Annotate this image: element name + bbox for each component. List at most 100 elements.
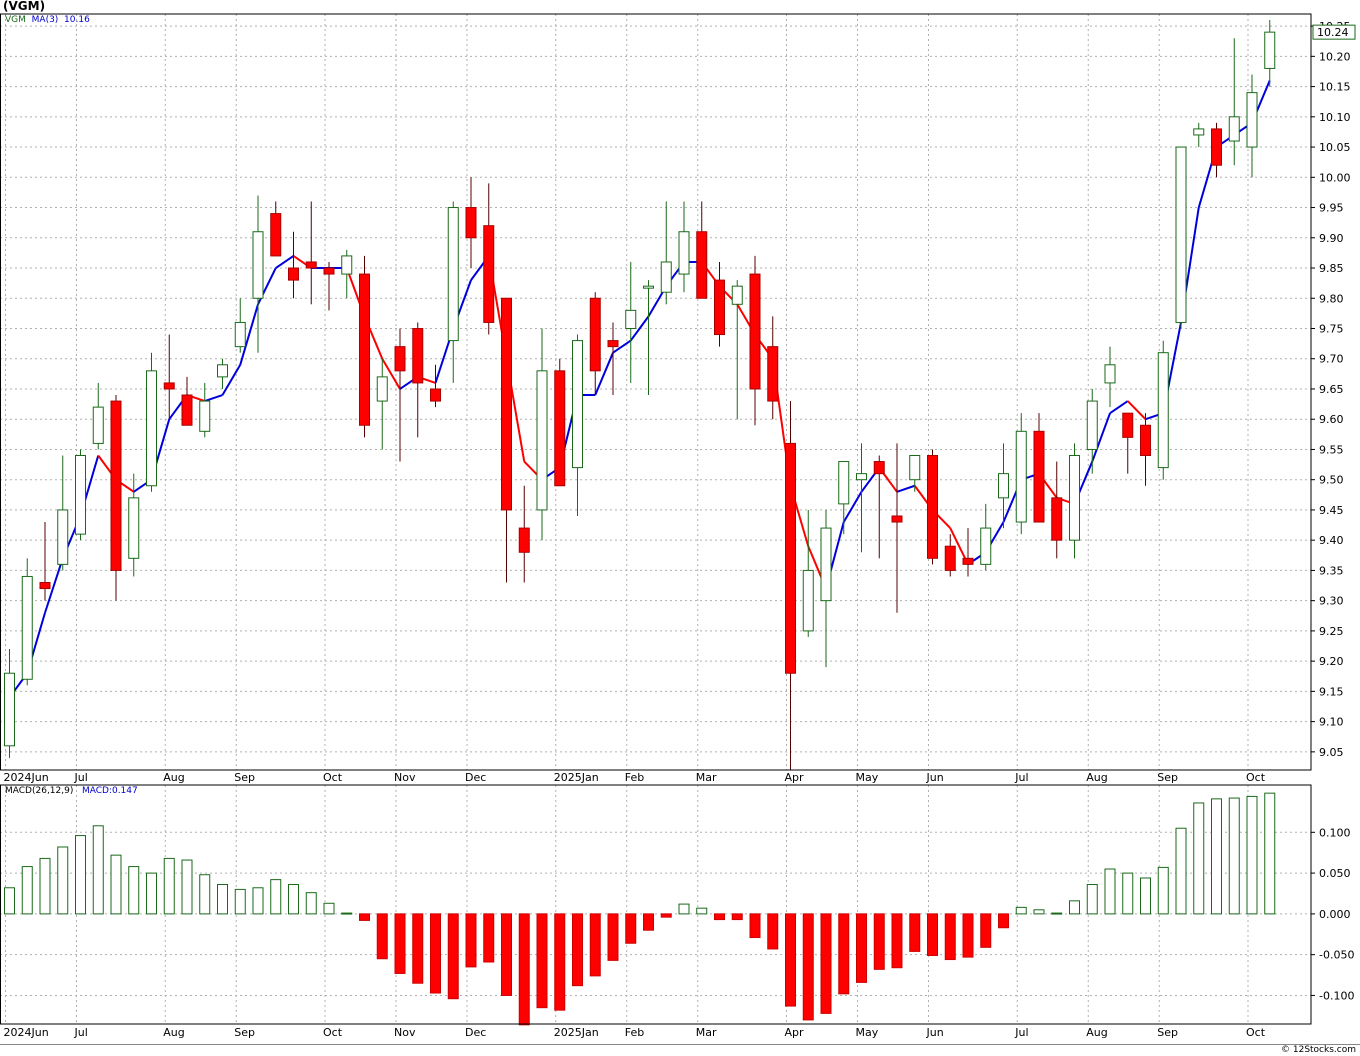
macd-bar xyxy=(1264,792,1276,915)
macd-xtick-label: Nov xyxy=(394,1026,416,1039)
candle-body xyxy=(1015,430,1027,523)
candle xyxy=(1069,443,1080,559)
candle-body xyxy=(1033,430,1045,523)
candle-body xyxy=(1157,352,1169,469)
candle xyxy=(270,201,282,257)
ma3-segment xyxy=(842,491,863,523)
macd-bar xyxy=(1122,872,1134,915)
candle xyxy=(1246,74,1258,178)
macd-bar xyxy=(767,913,779,950)
macd-bar xyxy=(1069,900,1080,915)
candle-body xyxy=(678,231,690,275)
macd-bar xyxy=(731,913,743,921)
candle xyxy=(625,261,637,383)
macd-bar xyxy=(1175,827,1187,915)
macd-bar xyxy=(4,887,15,915)
price-panel xyxy=(4,20,1276,770)
macd-xtick-label: Jul xyxy=(74,1026,88,1039)
macd-ytick-label: 0.100 xyxy=(1319,826,1351,839)
candle xyxy=(1015,413,1027,535)
price-ytick-label: 9.90 xyxy=(1319,232,1344,245)
candle xyxy=(643,280,654,396)
candle-body xyxy=(92,406,104,444)
candle-body xyxy=(483,225,495,323)
candle-body xyxy=(4,672,15,747)
last-price-box xyxy=(1312,24,1356,40)
candle xyxy=(909,455,921,492)
price-ytick-label: 10.00 xyxy=(1319,171,1351,184)
candle-body xyxy=(785,442,796,674)
price-ytick-label: 9.85 xyxy=(1319,262,1344,275)
candle-body xyxy=(767,346,779,402)
candle-body xyxy=(909,455,921,481)
price-xtick-label: Aug xyxy=(163,771,184,784)
candle xyxy=(128,473,140,577)
candle-body xyxy=(607,340,619,348)
ma3-segment xyxy=(594,352,614,396)
candle-body xyxy=(625,309,637,329)
macd-bar xyxy=(1086,884,1098,915)
price-ytick-label: 9.10 xyxy=(1319,716,1344,729)
candle xyxy=(891,443,903,613)
macd-xtick-label: 2024Jun xyxy=(4,1026,49,1039)
candle-body xyxy=(820,527,832,602)
macd-bar xyxy=(323,902,335,915)
page-title: (VGM) xyxy=(3,0,46,13)
macd-xtick-label: Dec xyxy=(465,1026,486,1039)
panel-frames xyxy=(0,13,1360,1045)
axis-layer: 9.05 9.10 9.15 9.20 9.25 9.30 9.35 9.40 9.45 9.50… xyxy=(4,20,1356,1039)
candle xyxy=(572,334,583,516)
candle-body xyxy=(1069,455,1080,541)
price-xtick-label: Oct xyxy=(323,771,343,784)
macd-value: MACD:0.147 xyxy=(81,786,138,796)
candle xyxy=(323,261,335,311)
macd-bar xyxy=(92,825,104,915)
ma3-segment xyxy=(896,484,916,493)
ma3-segment xyxy=(204,394,223,403)
candle-body xyxy=(323,267,335,275)
candle-body xyxy=(873,461,885,475)
price-xtick-label: Jul xyxy=(74,771,88,784)
macd-bar xyxy=(270,879,282,915)
price-xtick-label: Oct xyxy=(1246,771,1266,784)
ma3-segment xyxy=(1109,400,1129,414)
price-ytick-label: 9.75 xyxy=(1319,322,1344,335)
candle xyxy=(376,358,388,450)
macd-bar xyxy=(430,913,441,994)
macd-bar xyxy=(785,913,796,1007)
candle xyxy=(146,352,157,492)
price-xtick-label: Dec xyxy=(465,771,486,784)
macd-bar xyxy=(927,913,938,956)
footer-credit[interactable]: © 12Stocks.com xyxy=(1281,1045,1356,1055)
macd-bar xyxy=(998,913,1009,929)
candle xyxy=(696,201,708,299)
macd-bar xyxy=(802,913,814,1021)
macd-xtick-label: Jun xyxy=(926,1026,944,1039)
candle-body xyxy=(731,285,743,305)
candle-body xyxy=(714,279,725,336)
macd-bar xyxy=(359,913,370,921)
candle xyxy=(1193,122,1205,148)
candle-body xyxy=(554,370,566,487)
candle-body xyxy=(1104,364,1116,384)
macd-xtick-label: Aug xyxy=(163,1026,184,1039)
price-ytick-label: 9.95 xyxy=(1319,202,1344,215)
price-xtick-label: Jun xyxy=(926,771,944,784)
price-ytick-label: 9.65 xyxy=(1319,383,1344,396)
grid-layer xyxy=(0,14,1311,1024)
price-ytick-label: 9.30 xyxy=(1319,595,1344,608)
candle xyxy=(234,298,246,353)
candle xyxy=(660,201,672,305)
macd-xtick-label: 2025Jan xyxy=(554,1026,599,1039)
candle xyxy=(447,201,459,383)
candle-body xyxy=(359,273,370,426)
price-legend: VGM MA(3) 10.16 xyxy=(5,15,90,25)
ma3-segment xyxy=(629,315,650,342)
macd-bar xyxy=(1211,798,1222,915)
price-ytick-label: 9.45 xyxy=(1319,504,1344,517)
macd-bar xyxy=(1104,868,1116,915)
candle xyxy=(39,522,51,601)
macd-bar xyxy=(678,903,690,915)
candle-body xyxy=(749,273,761,390)
